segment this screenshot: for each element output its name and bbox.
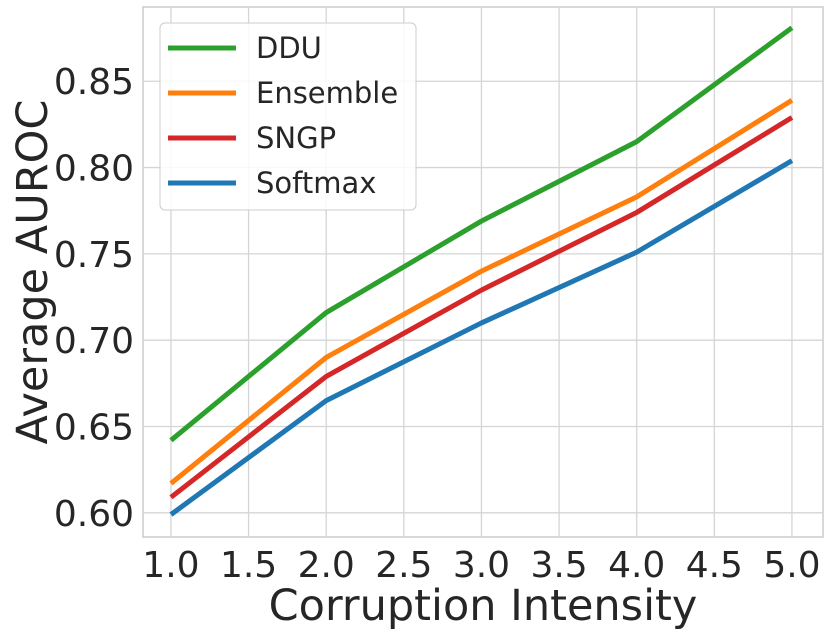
y-tick-label: 0.60 (54, 494, 134, 535)
x-tick-label: 2.0 (298, 545, 355, 586)
legend: DDU Ensemble SNGP Softmax (159, 22, 417, 211)
y-tick-label: 0.70 (54, 321, 134, 362)
legend-box (159, 22, 417, 211)
x-tick-label: 3.0 (453, 545, 510, 586)
series-line-softmax (169, 158, 794, 517)
series-line-sngp (169, 115, 794, 500)
legend-label-sngp: SNGP (256, 121, 336, 155)
y-axis-label: Average AUROC (8, 100, 58, 445)
x-tick-label: 3.5 (530, 545, 587, 586)
y-tick-label: 0.75 (54, 235, 134, 276)
x-tick-label: 1.0 (142, 545, 199, 586)
y-axis-ticks: 0.60 0.65 0.70 0.75 0.80 0.85 (54, 62, 134, 535)
x-axis-ticks: 1.0 1.5 2.0 2.5 3.0 3.5 4.0 4.5 5.0 (142, 545, 820, 586)
legend-label-softmax: Softmax (256, 166, 376, 200)
x-tick-label: 2.5 (375, 545, 432, 586)
x-tick-label: 4.5 (686, 545, 743, 586)
series-line-ddu (169, 25, 794, 443)
series-line-ensemble (169, 98, 794, 486)
legend-label-ddu: DDU (256, 31, 322, 65)
y-tick-label: 0.65 (54, 408, 134, 449)
x-tick-label: 1.5 (220, 545, 277, 586)
x-tick-label: 5.0 (763, 545, 820, 586)
legend-label-ensemble: Ensemble (256, 76, 398, 110)
x-tick-label: 4.0 (608, 545, 665, 586)
x-axis-label: Corruption Intensity (269, 581, 698, 631)
series-lines (169, 25, 794, 517)
y-tick-label: 0.80 (54, 149, 134, 190)
y-tick-label: 0.85 (54, 62, 134, 103)
